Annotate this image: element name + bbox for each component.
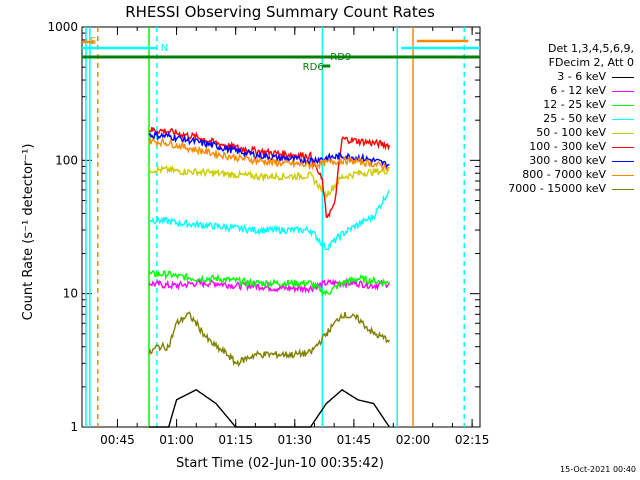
series-line-6 [148, 130, 390, 171]
y-tick-label: 1000 [47, 20, 78, 34]
legend-item: 7000 - 15000 keV [464, 182, 634, 196]
legend-label: 300 - 800 keV [529, 154, 606, 167]
legend-item: 3 - 6 keV [464, 70, 634, 84]
legend-label: 7000 - 15000 keV [508, 182, 606, 195]
legend-swatch [612, 174, 634, 176]
legend-item: 50 - 100 keV [464, 126, 634, 140]
x-tick-label: 01:45 [337, 433, 372, 447]
timestamp: 15-Oct-2021 00:40 [560, 465, 636, 474]
series-line-2 [148, 269, 390, 297]
legend-item: 6 - 12 keV [464, 84, 634, 98]
plot-frame [81, 26, 481, 428]
legend-label: 25 - 50 keV [543, 112, 606, 125]
legend-label: 100 - 300 keV [529, 140, 606, 153]
chart-title: RHESSI Observing Summary Count Rates [125, 3, 435, 21]
legend-item: 100 - 300 keV [464, 140, 634, 154]
legend-label: 50 - 100 keV [536, 126, 606, 139]
annotation-s: S [90, 36, 96, 47]
legend-swatch [612, 76, 634, 78]
x-tick-label: 02:00 [396, 433, 431, 447]
legend-item: 800 - 7000 keV [464, 168, 634, 182]
legend-swatch [612, 118, 634, 120]
y-axis-label: Count Rate (s⁻¹ detector⁻¹) [21, 144, 36, 321]
y-tick-label: 10 [63, 287, 78, 301]
x-tick-label: 01:30 [277, 433, 312, 447]
tick-labels: 00:45 01:00 01:15 01:30 01:45 02:00 02:15 1 10 10… [47, 20, 489, 447]
series-line-4 [148, 164, 390, 199]
series-line-7 [148, 137, 390, 171]
legend-label: 6 - 12 keV [550, 84, 606, 97]
legend-swatch [612, 160, 634, 162]
series-line-1 [148, 277, 390, 294]
legend-item: 300 - 800 keV [464, 154, 634, 168]
legend-swatch [612, 90, 634, 92]
legend-header-2: FDecim 2, Att 0 [548, 56, 634, 69]
annotation-n: N [161, 43, 168, 54]
legend-header-1: Det 1,3,4,5,6,9, [547, 42, 634, 55]
x-tick-label: 01:15 [218, 433, 253, 447]
series-line-3 [149, 189, 390, 251]
x-tick-label: 00:45 [100, 433, 135, 447]
x-axis-label: Start Time (02-Jun-10 00:35:42) [176, 456, 384, 471]
legend-label: 12 - 25 keV [543, 98, 606, 111]
series-line-8 [148, 311, 391, 368]
annotation-rd9: RD9 [330, 52, 351, 63]
legend-swatch [612, 104, 634, 106]
legend-item: 12 - 25 keV [464, 98, 634, 112]
legend-swatch [612, 132, 634, 134]
series-line-0 [149, 388, 390, 428]
legend: Det 1,3,4,5,6,9, FDecim 2, Att 0 3 - 6 k… [464, 42, 634, 196]
state-markers: S N RD9 RD6 [82, 27, 480, 427]
y-tick-label: 100 [55, 153, 78, 167]
legend-swatch [612, 146, 634, 148]
annotation-rd6: RD6 [303, 62, 324, 73]
legend-label: 3 - 6 keV [557, 70, 606, 83]
x-tick-label: 01:00 [159, 433, 194, 447]
y-tick-label: 1 [70, 420, 78, 434]
legend-swatch [612, 188, 634, 190]
axes [81, 26, 481, 428]
legend-item: 25 - 50 keV [464, 112, 634, 126]
series-lines [148, 126, 391, 428]
x-tick-label: 02:15 [455, 433, 490, 447]
legend-label: 800 - 7000 keV [522, 168, 606, 181]
